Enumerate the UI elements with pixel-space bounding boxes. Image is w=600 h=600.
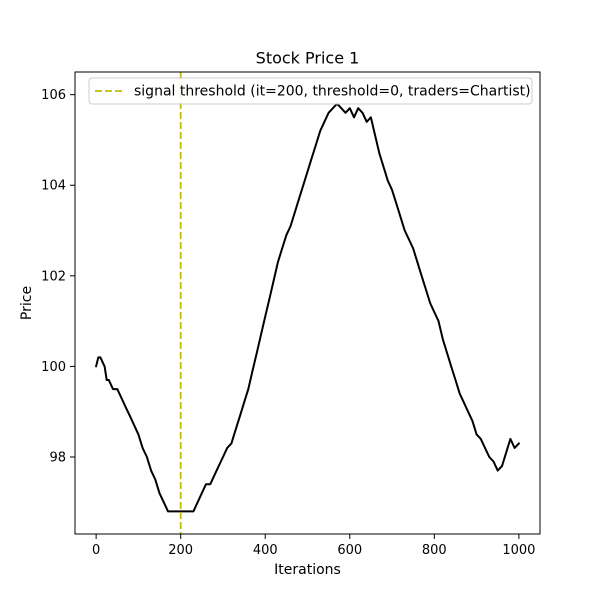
legend-threshold-label: signal threshold (it=200, threshold=0, t… bbox=[134, 84, 531, 100]
x-tick-label: 600 bbox=[337, 543, 362, 558]
y-axis: 98 100 102 104 106 bbox=[41, 88, 75, 466]
price-series-line bbox=[95, 102, 520, 513]
x-tick-label: 0 bbox=[92, 543, 100, 558]
x-tick-label: 1000 bbox=[502, 543, 535, 558]
legend-box bbox=[88, 77, 533, 105]
plot-area bbox=[95, 72, 520, 534]
y-tick-label: 98 bbox=[49, 451, 66, 466]
y-tick-label: 106 bbox=[41, 88, 66, 103]
chart-title: Stock Price 1 bbox=[256, 49, 360, 68]
legend: signal threshold (it=200, threshold=0, t… bbox=[88, 77, 533, 105]
y-axis-label: Price bbox=[19, 286, 35, 320]
x-tick-label: 200 bbox=[168, 543, 193, 558]
y-tick-label: 102 bbox=[41, 269, 66, 284]
y-tick-label: 100 bbox=[41, 360, 66, 375]
x-axis-label: Iterations bbox=[274, 562, 341, 578]
x-tick-label: 400 bbox=[253, 543, 278, 558]
plot-frame bbox=[74, 71, 541, 535]
x-tick-label: 800 bbox=[422, 543, 447, 558]
x-axis: 0 200 400 600 800 1000 bbox=[92, 534, 535, 558]
y-tick-label: 104 bbox=[41, 179, 66, 194]
